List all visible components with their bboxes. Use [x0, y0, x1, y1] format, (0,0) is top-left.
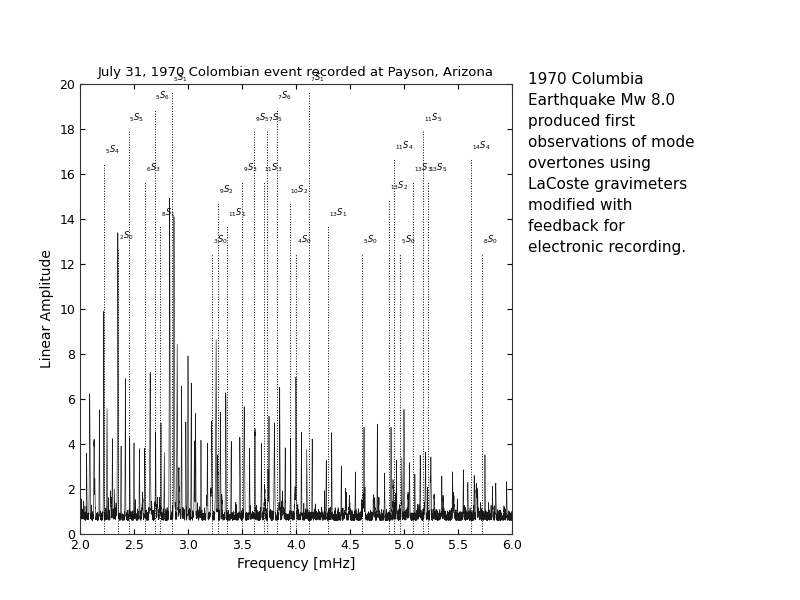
Text: $_4S_0$: $_4S_0$: [297, 233, 311, 246]
Text: $_6S_3$: $_6S_3$: [146, 161, 160, 174]
Text: $_{11}S_4$: $_{11}S_4$: [395, 139, 414, 151]
Text: $_8S_0$: $_8S_0$: [482, 233, 498, 246]
Text: $_{10}S_2$: $_{10}S_2$: [290, 184, 309, 196]
Text: $_9S_5$: $_9S_5$: [254, 112, 270, 124]
Text: $_{11}S_1$: $_{11}S_1$: [228, 206, 246, 219]
Text: $_5S_4$: $_5S_4$: [105, 143, 119, 156]
Text: $_3S_0$: $_3S_0$: [213, 233, 227, 246]
Text: $_5S_0$: $_5S_0$: [362, 233, 378, 246]
Text: $_5S_0$: $_5S_0$: [401, 233, 415, 246]
Text: $_{13}S_5$: $_{13}S_5$: [429, 161, 447, 174]
Text: $_7S_1$: $_7S_1$: [310, 71, 324, 84]
Text: $_8S_1$: $_8S_1$: [161, 206, 175, 219]
X-axis label: Frequency [mHz]: Frequency [mHz]: [237, 557, 355, 571]
Text: $_2S_0$: $_2S_0$: [118, 229, 134, 241]
Text: $_9S_3$: $_9S_3$: [243, 161, 258, 174]
Title: July 31, 1970 Colombian event recorded at Payson, Arizona: July 31, 1970 Colombian event recorded a…: [98, 65, 494, 79]
Text: $_5S_1$: $_5S_1$: [173, 71, 187, 84]
Text: $_{13}S_3$: $_{13}S_3$: [414, 161, 432, 174]
Text: $_{13}S_1$: $_{13}S_1$: [330, 206, 347, 219]
Text: $_{11}S_3$: $_{11}S_3$: [265, 161, 283, 174]
Text: $_{14}S_4$: $_{14}S_4$: [472, 139, 490, 151]
Text: $_{11}S_5$: $_{11}S_5$: [424, 112, 442, 124]
Text: $_5S_6$: $_5S_6$: [155, 89, 170, 102]
Text: $_{13}S_2$: $_{13}S_2$: [390, 179, 408, 192]
Y-axis label: Linear Amplitude: Linear Amplitude: [40, 250, 54, 368]
Text: $_7S_6$: $_7S_6$: [278, 89, 292, 102]
Text: $_5S_5$: $_5S_5$: [130, 112, 144, 124]
Text: 1970 Columbia
Earthquake Mw 8.0
produced first
observations of mode
overtones us: 1970 Columbia Earthquake Mw 8.0 produced…: [528, 72, 694, 255]
Text: $_7S_5$: $_7S_5$: [268, 112, 282, 124]
Text: $_9S_2$: $_9S_2$: [219, 184, 234, 196]
